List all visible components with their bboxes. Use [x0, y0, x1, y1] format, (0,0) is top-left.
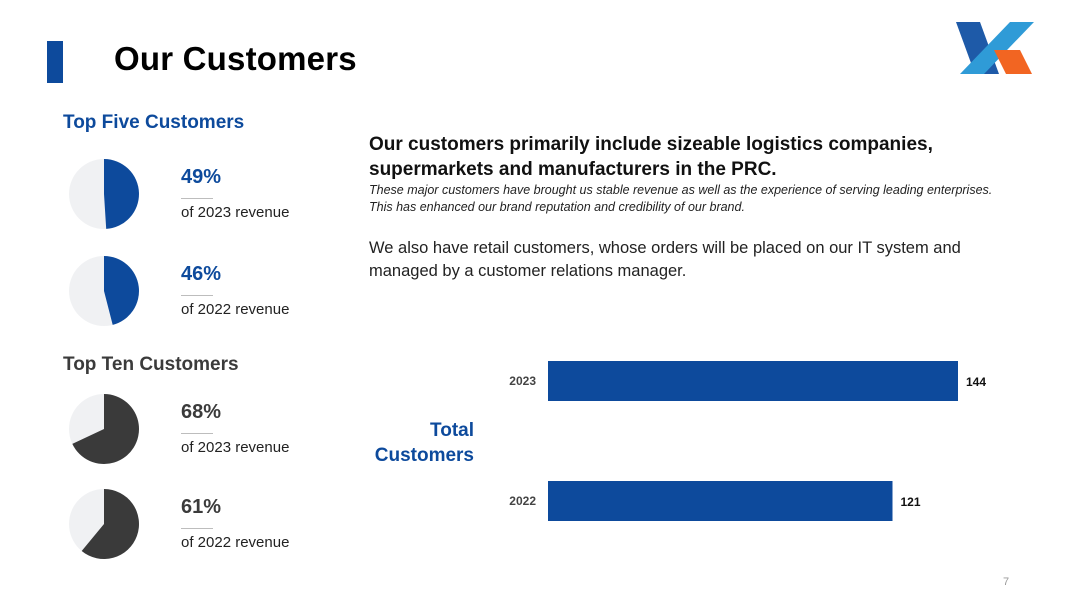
top-ten-2023-kpi: 68% of 2023 revenue: [68, 393, 328, 469]
kpi-divider: [181, 198, 213, 199]
kpi-divider: [181, 295, 213, 296]
headline-text: Our customers primarily include sizeable…: [369, 134, 933, 180]
data-label: 121: [901, 495, 921, 509]
top-five-heading: Top Five Customers: [63, 112, 245, 133]
pie-slice: [81, 489, 139, 559]
italic-subtext: These major customers have brought us st…: [369, 183, 993, 214]
kpi-label: of 2023 revenue: [181, 204, 290, 221]
top-five-2022-pie: [69, 256, 139, 326]
bar-2022: [548, 481, 893, 521]
top-five-2023-pie: [69, 159, 139, 229]
top-ten-2023-pie: [69, 394, 140, 464]
pie-slice: [72, 394, 140, 464]
kpi-value: 49%: [181, 166, 222, 188]
page-number: 7: [1003, 576, 1010, 588]
kpi-value: 68%: [181, 401, 222, 423]
pie-slice: [104, 159, 139, 229]
kpi-value: 46%: [181, 263, 222, 285]
kpi-divider: [181, 433, 213, 434]
top-five-2022-kpi: 46% of 2022 revenue: [68, 255, 328, 331]
pie-slice: [104, 256, 139, 325]
kpi-label: of 2022 revenue: [181, 534, 290, 551]
data-label: 144: [966, 375, 986, 389]
bar-2023: [548, 361, 958, 401]
kpi-label: of 2023 revenue: [181, 439, 290, 456]
category-label: 2022: [509, 494, 536, 508]
kpi-label: of 2022 revenue: [181, 301, 290, 318]
top-five-2023-kpi: 49% of 2023 revenue: [68, 158, 328, 234]
top-ten-heading: Top Ten Customers: [63, 354, 239, 375]
company-logo: [956, 22, 1034, 74]
top-ten-2022-kpi: 61% of 2022 revenue: [68, 488, 328, 564]
category-label: 2023: [509, 374, 536, 388]
title-accent-bar: [47, 41, 63, 83]
top-ten-2022-pie: [69, 489, 139, 559]
kpi-divider: [181, 528, 213, 529]
body-paragraph: We also have retail customers, whose ord…: [369, 239, 961, 280]
total-customers-bar-chart: 2023 144 2022 121: [509, 361, 986, 521]
page-title: Our Customers: [114, 40, 357, 77]
kpi-value: 61%: [181, 496, 222, 518]
chart-title: Total Customers: [374, 420, 474, 466]
